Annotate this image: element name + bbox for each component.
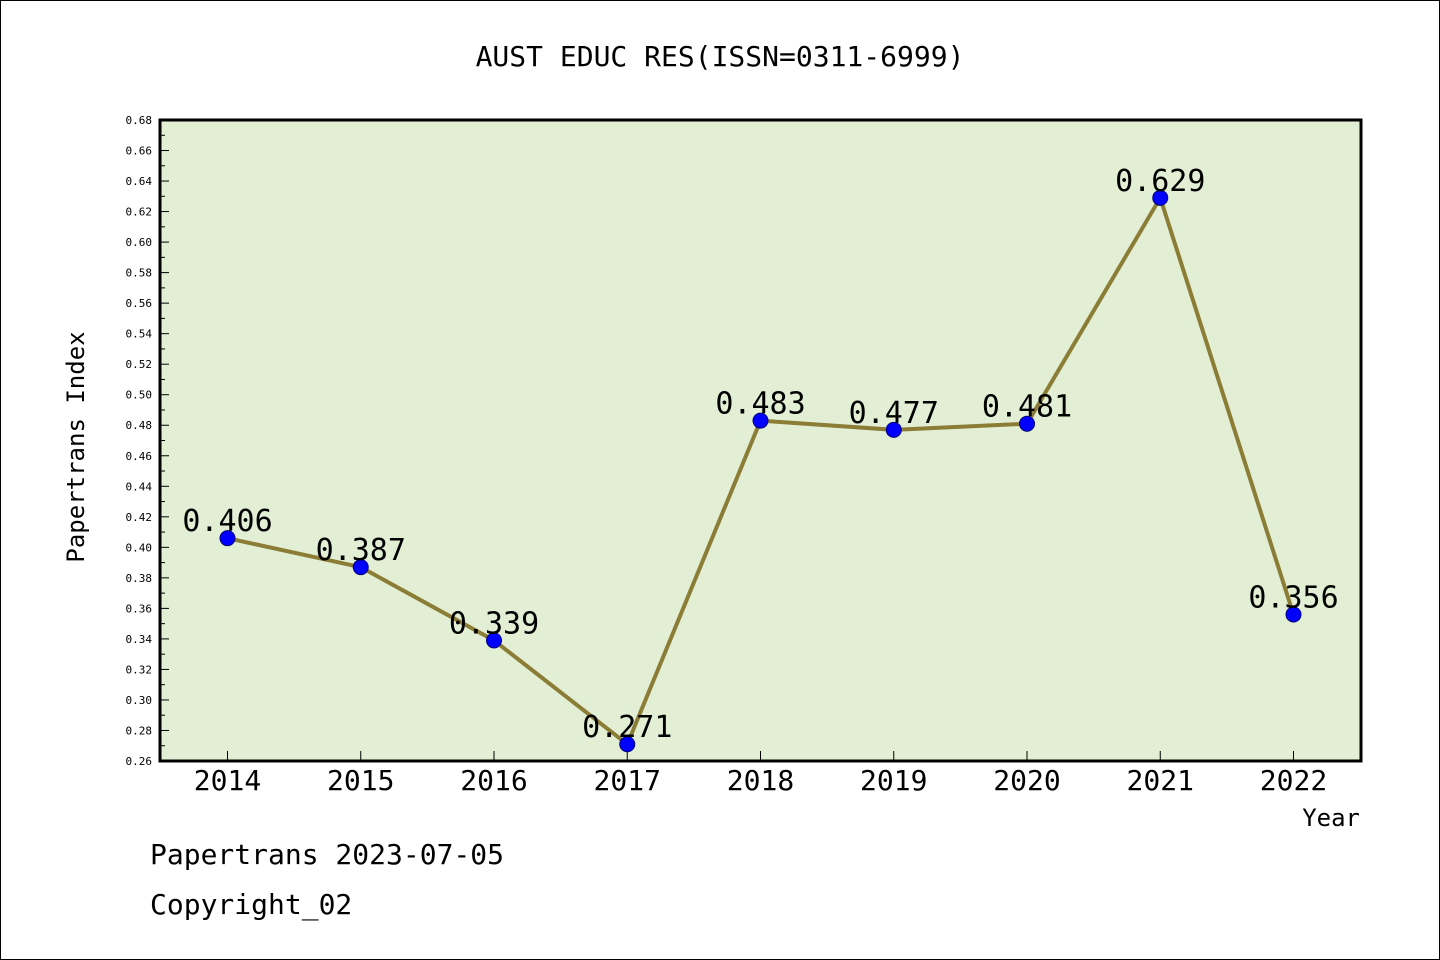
y-tick-label: 0.42 — [126, 511, 153, 524]
x-tick-label: 2015 — [327, 764, 394, 797]
y-tick-label: 0.64 — [126, 175, 153, 188]
y-tick-label: 0.52 — [126, 358, 153, 371]
y-tick-label: 0.36 — [126, 602, 153, 615]
data-label: 0.629 — [1115, 164, 1205, 199]
data-point — [486, 632, 502, 649]
data-point — [1152, 189, 1169, 206]
plot-area — [158, 118, 1363, 763]
x-axis-title: Year — [1302, 804, 1360, 832]
y-tick-label: 0.38 — [126, 572, 153, 585]
y-tick-label: 0.28 — [126, 724, 153, 737]
data-point — [352, 559, 369, 576]
y-tick-label: 0.56 — [126, 297, 153, 310]
footer-date: Papertrans 2023-07-05 — [150, 838, 504, 871]
y-tick-label: 0.30 — [126, 694, 153, 707]
y-tick-label: 0.62 — [126, 206, 153, 219]
y-tick-label: 0.26 — [126, 755, 153, 768]
y-tick-label: 0.32 — [126, 663, 153, 676]
data-label: 0.477 — [849, 396, 939, 431]
series-line — [219, 189, 1302, 753]
data-label: 0.271 — [582, 710, 672, 745]
y-tick-label: 0.34 — [126, 633, 153, 646]
x-tick-label: 2018 — [727, 764, 794, 797]
data-labels: 0.406 0.387 0.339 0.271 0.483 0.477 0.481 0.629… — [182, 164, 1338, 745]
data-label: 0.356 — [1248, 580, 1338, 615]
x-tick-label: 2017 — [594, 764, 661, 797]
x-tick-label: 2021 — [1127, 764, 1194, 797]
y-axis-title: Papertrans Index — [62, 331, 90, 562]
y-tick-label: 0.68 — [126, 114, 153, 127]
data-label: 0.406 — [182, 504, 272, 539]
data-label: 0.387 — [316, 533, 406, 568]
x-tick-label: 2020 — [993, 764, 1060, 797]
y-tick-label: 0.46 — [126, 450, 153, 463]
data-point — [619, 736, 636, 753]
x-tick-label: 2022 — [1260, 764, 1327, 797]
y-tick-label: 0.54 — [126, 328, 153, 341]
chart-title: AUST EDUC RES(ISSN=0311-6999) — [476, 40, 965, 73]
data-point — [1019, 415, 1035, 432]
y-axis: 0.26 0.28 0.30 0.32 0.34 0.36 0.38 0.40 0.42 0.44… — [126, 114, 169, 768]
y-tick-label: 0.50 — [126, 389, 153, 402]
y-tick-label: 0.60 — [126, 236, 153, 249]
y-tick-label: 0.40 — [126, 541, 153, 554]
data-label: 0.481 — [982, 390, 1072, 425]
footer-copyright: Copyright_02 — [150, 888, 352, 922]
y-tick-label: 0.44 — [126, 480, 153, 493]
data-point — [1285, 606, 1302, 623]
y-tick-label: 0.58 — [126, 267, 153, 280]
data-point — [885, 421, 902, 438]
x-axis: 2014 2015 2016 2017 2018 2019 2020 2021 2022 — [194, 751, 1327, 797]
x-tick-label: 2016 — [460, 764, 527, 797]
y-tick-label: 0.48 — [126, 419, 153, 432]
data-point — [219, 530, 236, 547]
y-tick-label: 0.66 — [126, 145, 153, 158]
data-point — [752, 412, 769, 429]
data-label: 0.339 — [449, 606, 539, 641]
x-tick-label: 2019 — [860, 764, 927, 797]
data-label: 0.483 — [715, 387, 805, 422]
x-tick-label: 2014 — [194, 764, 261, 797]
